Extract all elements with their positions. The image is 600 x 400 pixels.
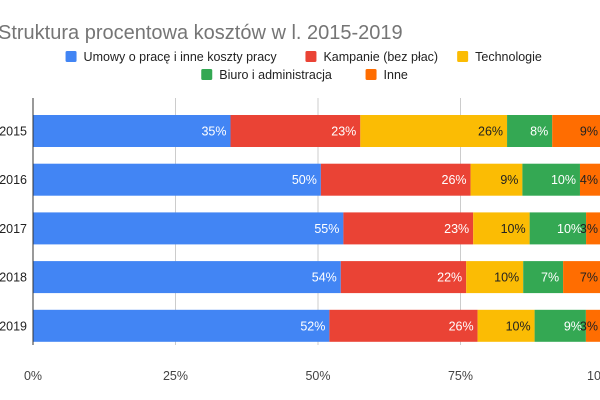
data-label: 4% <box>580 173 598 187</box>
data-label: 54% <box>312 271 337 285</box>
bars: 35% 23% 26% 8% 9% 2015 50% 26% 9% 10% 4% 2016 55% 23%… <box>0 115 600 342</box>
data-label: 50% <box>292 173 317 187</box>
bar-segment <box>579 163 600 196</box>
data-label: 23% <box>331 125 356 139</box>
data-label: 10% <box>557 222 582 236</box>
data-label: 26% <box>478 125 503 139</box>
data-label: 22% <box>437 271 462 285</box>
data-label: 55% <box>314 222 339 236</box>
chart-title: Struktura procentowa kosztów w l. 2015-2… <box>0 22 403 44</box>
bar-segment <box>230 115 361 147</box>
data-label: 10% <box>551 173 576 187</box>
bar-segment <box>329 309 478 342</box>
bar-segment <box>552 115 600 147</box>
y-category-label: 2017 <box>0 222 27 236</box>
bar-segment <box>470 163 523 196</box>
legend-label: Umowy o pracę i inne koszty pracy <box>84 50 278 64</box>
y-category-label: 2018 <box>0 271 27 285</box>
data-label: 26% <box>442 173 467 187</box>
data-label: 23% <box>444 222 469 236</box>
bar-segment <box>33 163 321 196</box>
bar-segment <box>523 261 564 294</box>
bar-segment <box>33 115 231 147</box>
legend: Umowy o pracę i inne koszty pracy Kampani… <box>65 50 542 82</box>
legend-label: Technologie <box>475 50 542 64</box>
data-label: 7% <box>541 271 559 285</box>
y-category-label: 2015 <box>0 125 27 139</box>
x-tick-label: 25% <box>163 369 188 383</box>
data-label: 7% <box>580 271 598 285</box>
data-label: 3% <box>580 319 598 333</box>
data-label: 8% <box>530 125 548 139</box>
y-category-label: 2019 <box>0 319 27 333</box>
bar-segment <box>507 115 553 147</box>
legend-swatch <box>457 51 469 62</box>
data-label: 9% <box>580 125 598 139</box>
x-tick-label: 50% <box>305 369 330 383</box>
bar-segment <box>33 261 341 294</box>
bar-segment <box>585 309 600 342</box>
x-tick-label: 100% <box>587 369 600 383</box>
x-tick-label: 75% <box>448 369 473 383</box>
bar-segment <box>534 309 586 342</box>
bar-segment <box>360 115 508 147</box>
bar-segment <box>477 309 535 342</box>
data-label: 3% <box>580 222 598 236</box>
bar-segment <box>563 261 600 294</box>
legend-label: Kampanie (bez płac) <box>323 50 438 64</box>
data-label: 26% <box>449 319 474 333</box>
legend-swatch <box>365 69 377 80</box>
data-label: 10% <box>501 222 526 236</box>
y-category-label: 2016 <box>0 173 27 187</box>
data-label: 9% <box>564 319 582 333</box>
bar-segment <box>320 163 471 196</box>
bar-segment <box>33 309 330 342</box>
bar-segment <box>586 212 600 245</box>
legend-label: Inne <box>384 68 408 82</box>
bar-segment <box>33 212 344 245</box>
data-label: 9% <box>500 173 518 187</box>
legend-label: Biuro i administracja <box>219 68 332 82</box>
bar-segment <box>522 163 580 196</box>
bar-segment <box>466 261 524 294</box>
legend-swatch <box>65 51 77 62</box>
bar-segment <box>340 261 467 294</box>
bar-segment <box>529 212 587 245</box>
data-label: 35% <box>201 125 226 139</box>
data-label: 10% <box>506 319 531 333</box>
data-label: 10% <box>494 271 519 285</box>
bar-segment <box>473 212 530 245</box>
x-tick-label: 0% <box>24 369 42 383</box>
data-label: 52% <box>300 319 325 333</box>
legend-swatch <box>305 51 317 62</box>
bar-segment <box>343 212 474 245</box>
legend-swatch <box>201 69 213 80</box>
